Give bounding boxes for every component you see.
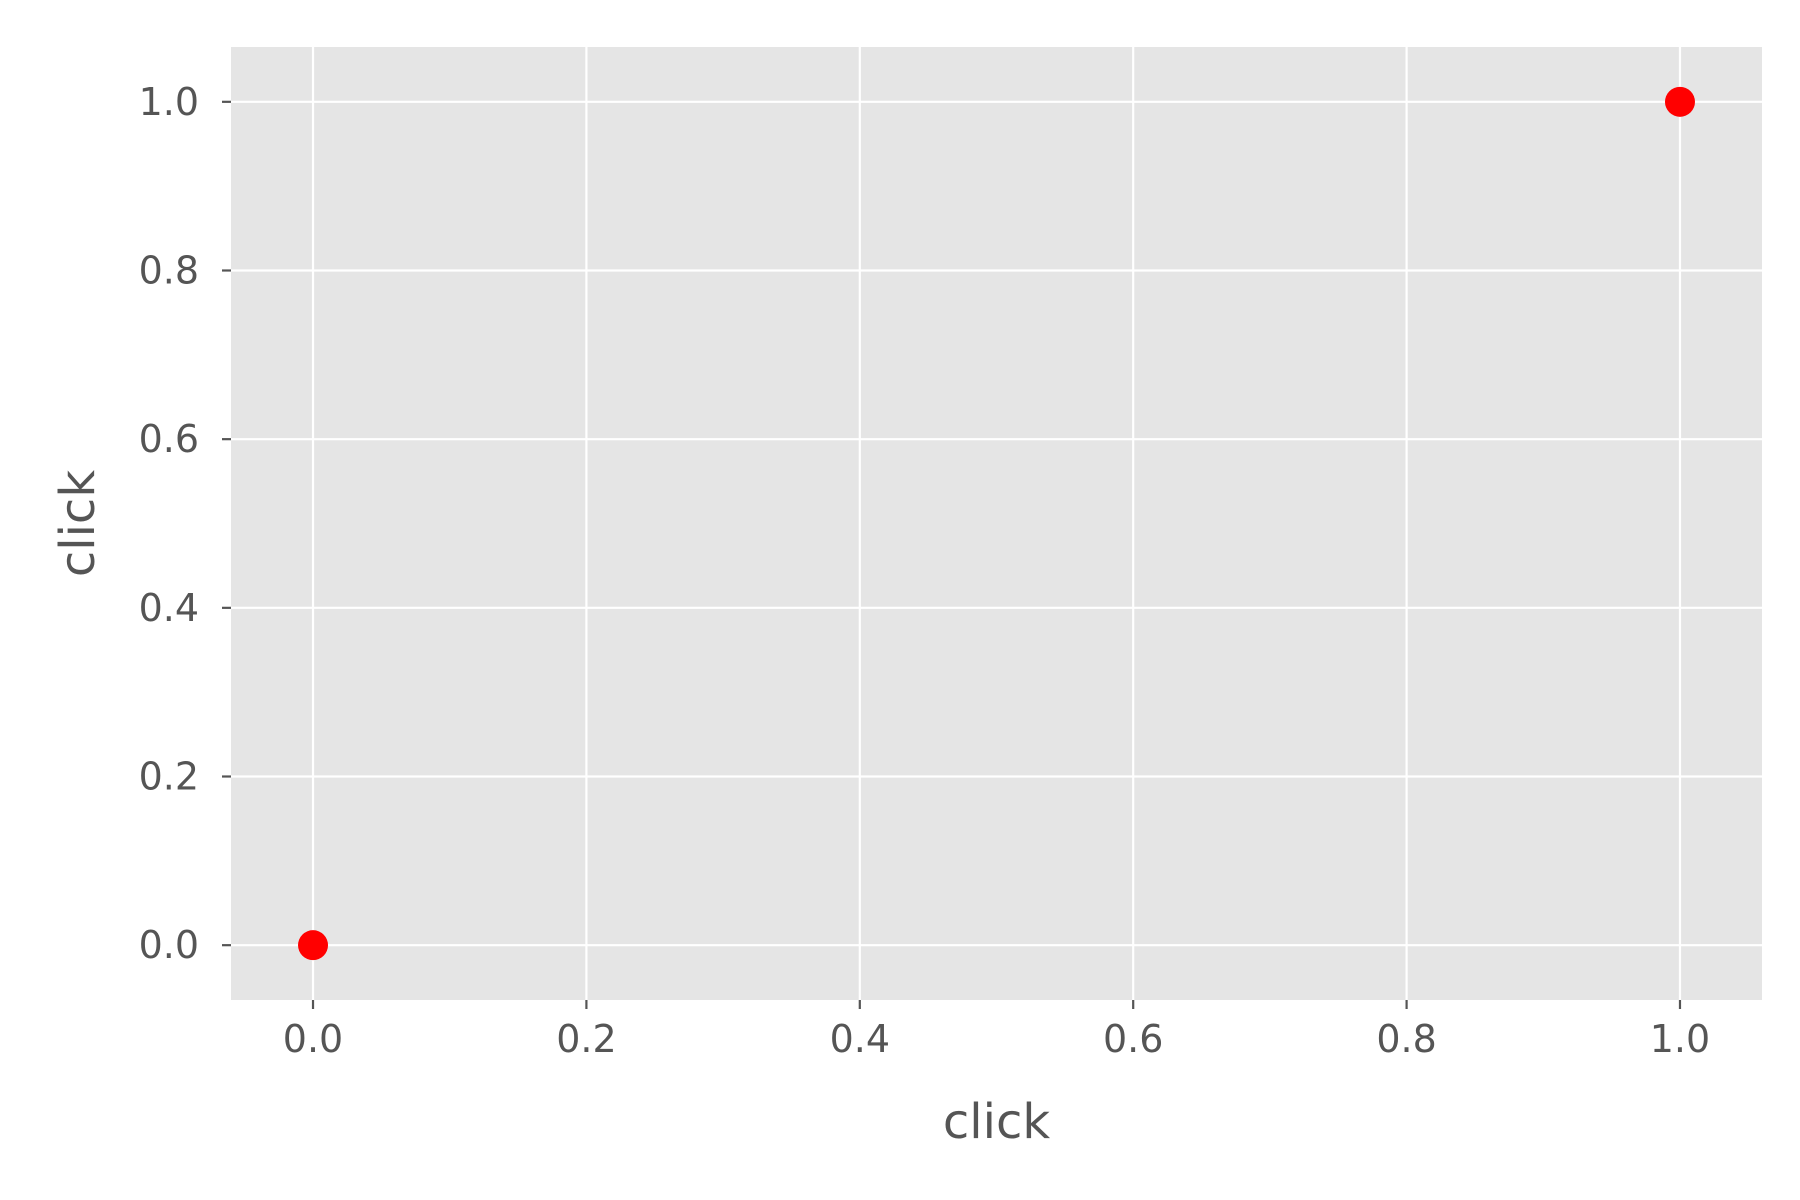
x-tick-label: 0.6 [1103,1017,1163,1061]
x-tick-label: 0.2 [556,1017,616,1061]
plot-area [231,47,1762,1000]
x-tick-label: 0.8 [1376,1017,1436,1061]
x-tick-label: 0.4 [830,1017,890,1061]
y-tick-label: 0.0 [139,923,199,967]
grid [231,47,1762,1000]
y-axis-label: click [50,470,106,577]
y-tick-label: 1.0 [139,80,199,124]
x-tick-label: 0.0 [283,1017,343,1061]
y-tick-label: 0.4 [139,586,199,630]
x-tick-label: 1.0 [1650,1017,1710,1061]
scatter-point [298,930,329,961]
axis-ticks: 0.0 0.2 0.4 0.6 0.8 1.0 0.0 0.2 0.4 0.6 0.8 1.0 [139,80,1711,1061]
y-tick-label: 0.8 [139,248,199,292]
scatter-point [1664,86,1695,117]
data-points [298,86,1695,961]
x-axis-label: click [943,1094,1050,1150]
y-tick-label: 0.2 [139,755,199,799]
y-tick-label: 0.6 [139,417,199,461]
